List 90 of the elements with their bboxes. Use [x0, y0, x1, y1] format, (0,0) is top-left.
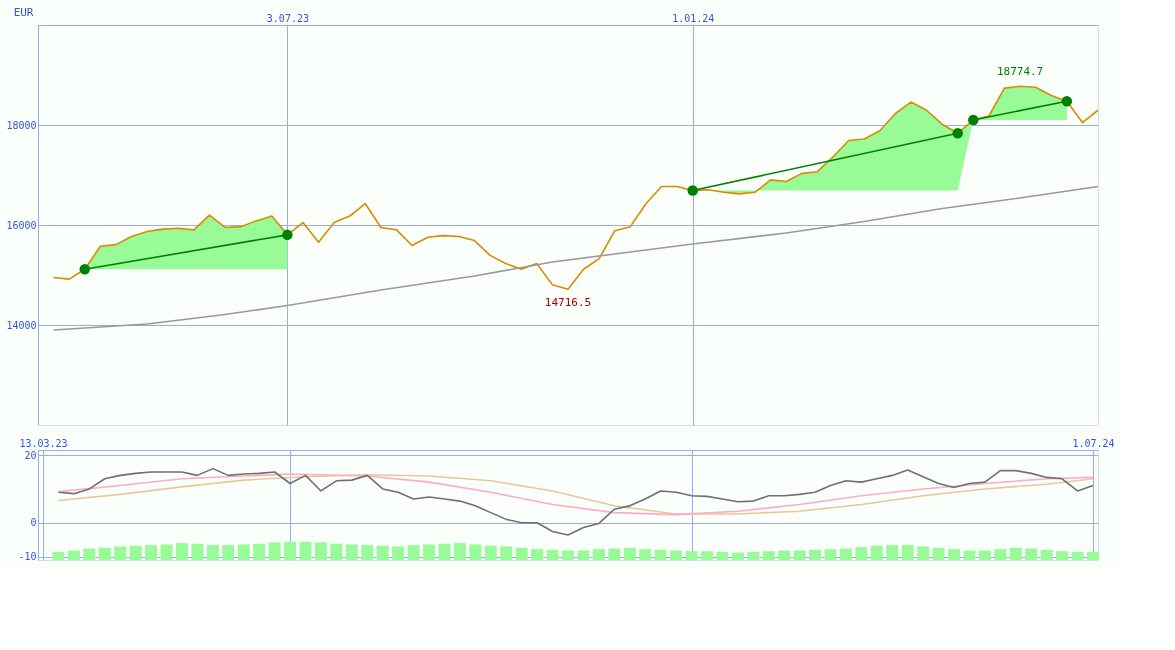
bar — [1009, 547, 1022, 560]
y-tick-label: 20 — [24, 449, 37, 461]
bar — [531, 549, 544, 560]
bar — [809, 549, 822, 560]
bar — [1025, 548, 1038, 560]
bar — [392, 546, 405, 560]
x-tick-label: 1.07.24 — [1072, 437, 1115, 449]
bar — [978, 550, 991, 560]
bar — [963, 550, 976, 560]
bar — [129, 545, 142, 560]
bar — [67, 550, 80, 560]
y-tick-label: 14000 — [6, 319, 37, 331]
bar — [253, 543, 266, 560]
bar — [917, 546, 930, 560]
bar — [870, 545, 883, 560]
bar — [762, 551, 775, 560]
bar — [160, 544, 173, 560]
annotation: 18774.7 — [996, 65, 1044, 79]
bar — [299, 541, 312, 560]
bar — [562, 550, 574, 560]
bar — [592, 549, 605, 560]
bar — [98, 547, 111, 560]
point — [1061, 96, 1073, 107]
bar — [206, 545, 219, 560]
bar — [623, 547, 636, 560]
bar — [901, 545, 914, 560]
bar — [423, 544, 436, 560]
bar — [670, 550, 683, 560]
bar — [484, 545, 497, 560]
bar — [948, 549, 961, 560]
x-tick-label: 13.03.23 — [19, 437, 68, 449]
bar — [685, 551, 698, 560]
bar — [407, 545, 420, 560]
line-series — [57, 467, 1094, 536]
bar — [52, 551, 65, 560]
bar — [1056, 551, 1069, 560]
bar — [608, 548, 621, 560]
bar — [546, 549, 559, 560]
bar — [330, 543, 343, 560]
bar — [639, 549, 652, 560]
bar — [793, 550, 806, 560]
bar — [114, 546, 127, 560]
bar — [932, 547, 945, 560]
bar — [855, 547, 868, 560]
bar — [237, 544, 250, 560]
bar — [839, 548, 852, 560]
bar — [500, 546, 513, 560]
bar — [284, 541, 297, 560]
bar — [268, 542, 281, 560]
bar — [716, 551, 729, 560]
bar — [886, 545, 899, 560]
bar — [1040, 549, 1053, 560]
bar — [824, 549, 837, 560]
y-tick-label: 16000 — [6, 219, 37, 231]
bar — [453, 543, 466, 560]
bar — [577, 550, 590, 560]
x-tick-label: 1.01.24 — [672, 12, 715, 24]
y-tick-label: 0 — [30, 517, 37, 529]
point — [79, 264, 91, 275]
bar — [1087, 551, 1099, 560]
bar — [83, 548, 96, 560]
bar — [654, 549, 667, 560]
point — [952, 127, 963, 139]
bar — [731, 552, 744, 560]
bar — [778, 550, 791, 560]
bar — [515, 547, 528, 560]
line-series — [52, 85, 1099, 290]
annotation: 14716.5 — [544, 296, 592, 310]
bar — [175, 543, 188, 560]
bar — [376, 545, 389, 560]
bar — [191, 543, 204, 560]
point — [968, 114, 979, 126]
bar — [469, 544, 482, 560]
bar — [700, 551, 713, 560]
bar — [345, 544, 358, 560]
bar — [222, 545, 235, 560]
point — [687, 185, 698, 196]
point — [282, 229, 293, 241]
bar — [747, 551, 760, 560]
y-tick-label: -10 — [18, 551, 37, 563]
y-tick-label: 18000 — [6, 119, 37, 131]
bar — [361, 545, 374, 560]
line-series — [52, 185, 1099, 331]
y-axis-title: EUR — [13, 5, 34, 19]
bar — [994, 549, 1007, 560]
bar — [1071, 551, 1084, 560]
bar — [438, 543, 451, 560]
bar — [145, 545, 158, 560]
x-tick-label: 3.07.23 — [266, 12, 309, 24]
bar — [314, 542, 327, 560]
